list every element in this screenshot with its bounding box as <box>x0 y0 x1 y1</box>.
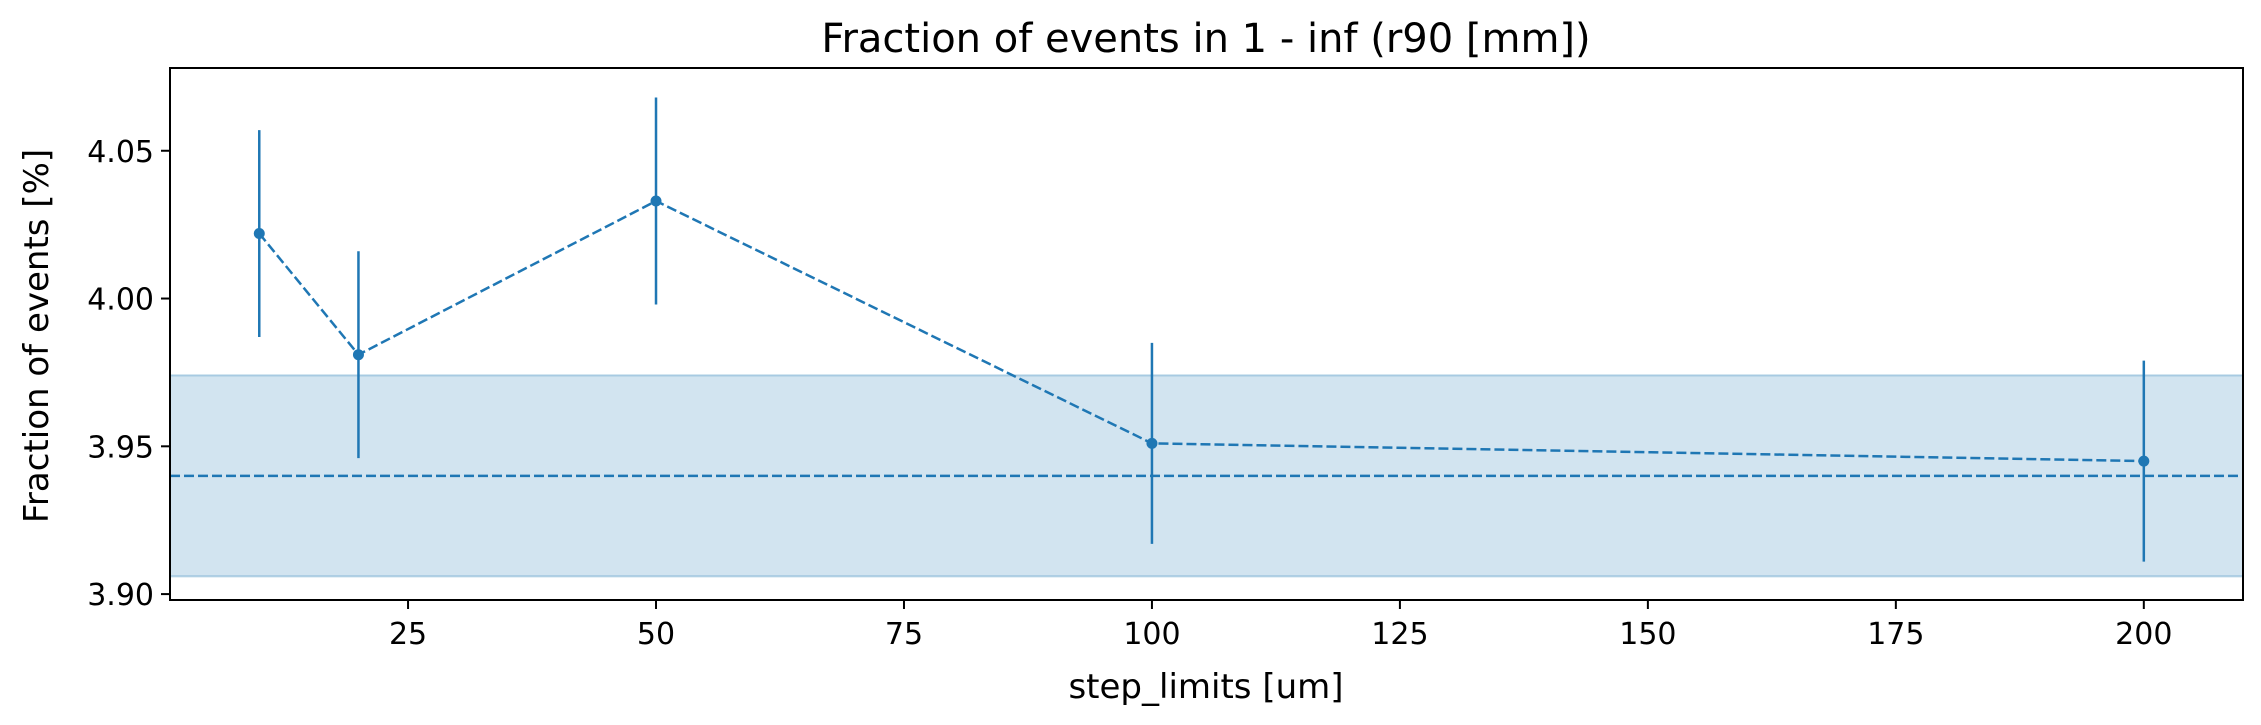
x-tick-label: 175 <box>1867 617 1924 652</box>
x-tick-label: 125 <box>1371 617 1428 652</box>
x-tick-label: 150 <box>1619 617 1676 652</box>
data-point <box>253 228 265 240</box>
y-axis-label: Fraction of events [%] <box>17 149 57 523</box>
chart-title: Fraction of events in 1 - inf (r90 [mm]) <box>821 16 1590 62</box>
x-tick-label: 100 <box>1123 617 1180 652</box>
data-point <box>650 195 662 207</box>
y-tick-label: 4.00 <box>87 283 154 318</box>
data-point <box>1146 437 1158 449</box>
data-point <box>2138 455 2150 467</box>
x-axis-label: step_limits [um] <box>1068 667 1343 707</box>
y-tick-label: 3.95 <box>87 430 154 465</box>
y-tick-label: 4.05 <box>87 135 154 170</box>
axes-frame <box>169 67 2244 601</box>
y-tick-label: 3.90 <box>87 578 154 613</box>
ticks-layer: 25 50 75 100 125 150 175 200 3.90 3.95 4.00 4.05 <box>87 135 2172 652</box>
data-point <box>352 349 364 361</box>
x-tick-label: 25 <box>389 617 427 652</box>
axes-layer <box>169 67 2244 601</box>
x-tick-label: 200 <box>2115 617 2172 652</box>
x-tick-label: 50 <box>637 617 675 652</box>
series-layer <box>253 97 2150 562</box>
x-tick-label: 75 <box>885 617 923 652</box>
